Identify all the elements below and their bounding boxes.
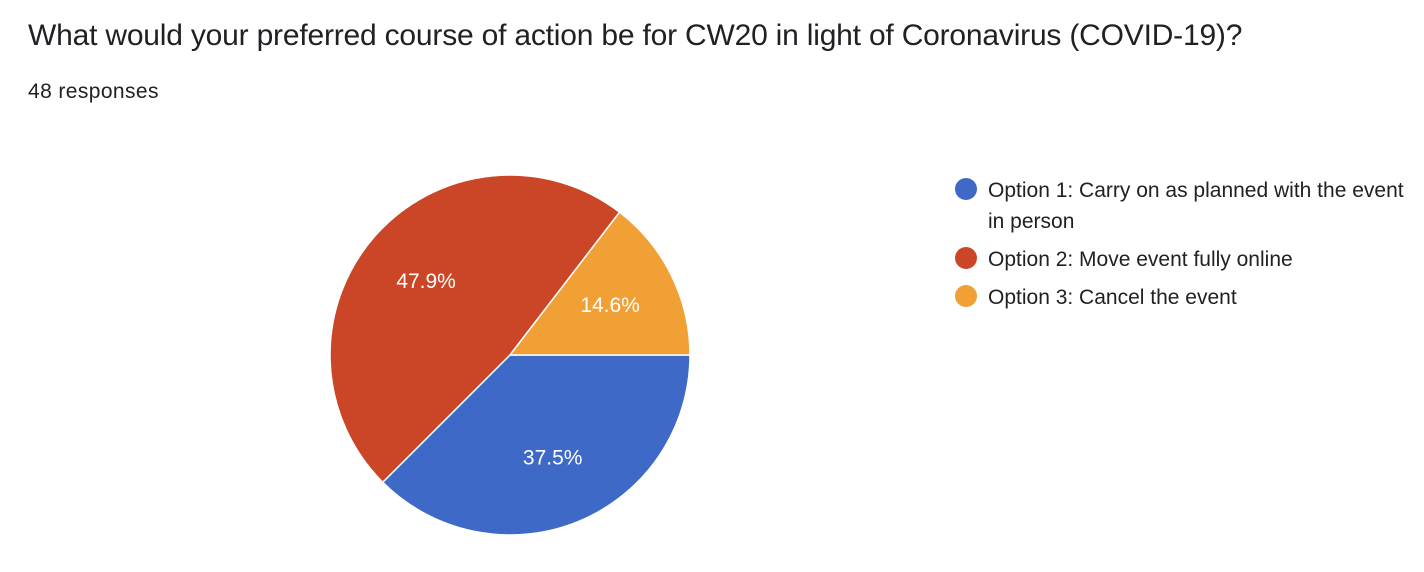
pie-slice-option-1[interactable] — [381, 354, 691, 536]
legend-label-option-2: Option 2: Move event fully online — [988, 248, 1293, 271]
legend-item-option-1[interactable]: Option 1: Carry on as planned with the e… — [955, 175, 1415, 237]
chart-title: What would your preferred course of acti… — [28, 19, 1243, 52]
legend-label-option-1: Option 1: Carry on as planned with the e… — [988, 179, 1404, 233]
legend-item-option-3[interactable]: Option 3: Cancel the event — [955, 282, 1415, 313]
legend-swatch-option-1 — [955, 178, 977, 200]
response-count: 48 responses — [28, 80, 159, 103]
pie-label-option-3: 14.6% — [580, 294, 640, 317]
pie-slice-option-3[interactable] — [508, 211, 691, 356]
legend-swatch-option-3 — [955, 285, 977, 307]
legend-label-option-3: Option 3: Cancel the event — [988, 286, 1237, 309]
pie-label-option-2: 47.9% — [396, 270, 456, 293]
legend-item-option-2[interactable]: Option 2: Move event fully online — [955, 244, 1415, 275]
pie-slice-option-2[interactable] — [329, 174, 621, 484]
pie-label-option-1: 37.5% — [523, 447, 583, 470]
legend-swatch-option-2 — [955, 247, 977, 269]
legend: Option 1: Carry on as planned with the e… — [955, 175, 1415, 320]
